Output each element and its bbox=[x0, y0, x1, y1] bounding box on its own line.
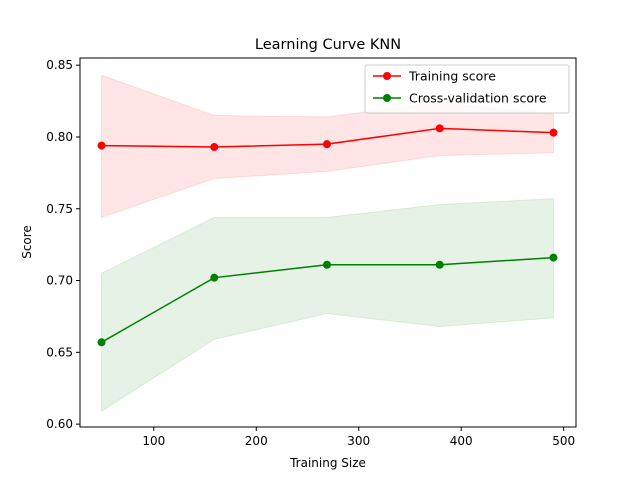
y-axis: 0.60 0.65 0.70 0.75 0.80 0.85 bbox=[46, 58, 80, 431]
chart-title: Learning Curve KNN bbox=[255, 37, 401, 53]
y-tick-label-3: 0.75 bbox=[46, 202, 73, 216]
legend-marker-1 bbox=[383, 94, 391, 102]
x-tick-label-4: 500 bbox=[552, 434, 575, 448]
y-tick-label-4: 0.80 bbox=[46, 130, 73, 144]
data-point-0-2 bbox=[322, 140, 331, 149]
legend-marker-0 bbox=[383, 72, 391, 80]
x-tick-label-3: 400 bbox=[450, 434, 473, 448]
x-axis-label: Training Size bbox=[289, 456, 366, 470]
data-point-1-0 bbox=[97, 338, 106, 347]
y-tick-label-5: 0.85 bbox=[46, 58, 73, 72]
y-axis-label: Score bbox=[20, 225, 34, 259]
plot-area bbox=[97, 74, 558, 413]
data-point-1-2 bbox=[322, 260, 331, 269]
data-point-0-1 bbox=[210, 143, 219, 152]
y-tick-label-0: 0.60 bbox=[46, 417, 73, 431]
plot-frame bbox=[79, 57, 577, 428]
band-1 bbox=[101, 198, 554, 413]
data-point-1-1 bbox=[210, 273, 219, 282]
data-point-0-0 bbox=[97, 141, 106, 150]
legend-label-1: Cross-validation score bbox=[409, 91, 547, 106]
x-tick-label-2: 300 bbox=[347, 434, 370, 448]
data-point-1-4 bbox=[549, 253, 558, 262]
data-point-0-3 bbox=[435, 124, 444, 133]
data-point-0-4 bbox=[549, 128, 558, 137]
x-tick-label-0: 100 bbox=[142, 434, 165, 448]
legend-label-0: Training score bbox=[408, 69, 496, 84]
y-tick-label-2: 0.70 bbox=[46, 274, 73, 288]
y-tick-label-1: 0.65 bbox=[46, 345, 73, 359]
x-axis: 100 200 300 400 500 bbox=[142, 427, 575, 448]
data-point-1-3 bbox=[435, 260, 444, 269]
legend-box bbox=[364, 64, 570, 114]
x-tick-label-1: 200 bbox=[245, 434, 268, 448]
legend: Training score Cross-validation score bbox=[364, 64, 570, 114]
